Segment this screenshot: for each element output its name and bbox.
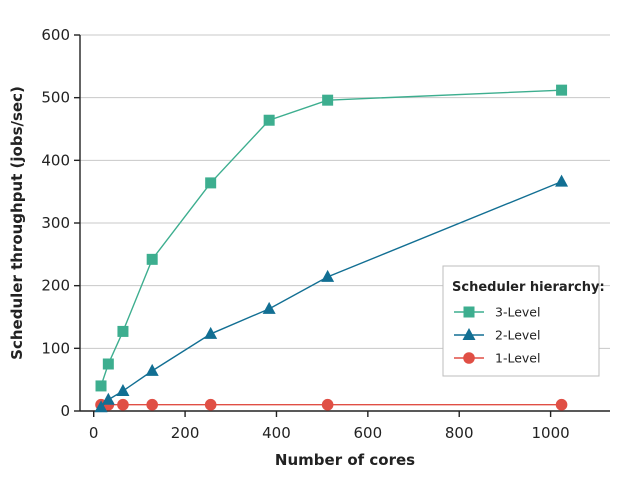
y-tick-label: 200: [41, 277, 70, 295]
legend-item-1-level: 1-Level: [454, 351, 540, 366]
series-1-level: [95, 398, 568, 411]
series-2-level: [94, 174, 569, 413]
x-tick-label: 600: [354, 424, 383, 442]
y-ticks: 0 100 200 300 400 500 600: [41, 26, 80, 420]
series-3-level: [95, 84, 568, 392]
legend-label-3-level: 3-Level: [495, 305, 540, 320]
x-axis-title: Number of cores: [275, 451, 415, 469]
data-point-3-level: [556, 84, 568, 96]
x-tick-label: 0: [89, 424, 99, 442]
y-tick-label: 100: [41, 339, 70, 357]
data-point-3-level: [263, 114, 275, 126]
data-point-2-level: [555, 174, 569, 187]
y-tick-label: 600: [41, 26, 70, 44]
y-tick-label: 0: [60, 402, 70, 420]
legend-label-1-level: 1-Level: [495, 351, 540, 366]
data-point-1-level: [117, 398, 129, 411]
data-point-3-level: [205, 177, 217, 189]
x-tick-label: 800: [445, 424, 474, 442]
legend: Scheduler hierarchy: 3-Level 2-Level 1-Lev…: [442, 265, 605, 377]
legend-marker-3-level: [463, 306, 475, 318]
series-layer: [94, 84, 569, 413]
legend-marker-2-level: [462, 328, 476, 340]
legend-item-3-level: 3-Level: [454, 305, 540, 320]
legend-label-2-level: 2-Level: [495, 328, 540, 343]
legend-title: Scheduler hierarchy:: [452, 280, 605, 295]
data-point-1-level: [146, 398, 158, 411]
legend-items: 3-Level 2-Level 1-Level: [454, 305, 540, 366]
y-axis-title: Scheduler throughput (jobs/sec): [8, 86, 26, 360]
data-point-2-level: [94, 400, 108, 413]
y-tick-label: 300: [41, 214, 70, 232]
legend-item-2-level: 2-Level: [454, 328, 540, 343]
data-point-1-level: [555, 398, 568, 411]
data-point-1-level: [204, 398, 217, 411]
data-point-2-level: [204, 326, 218, 339]
x-tick-label: 1000: [532, 424, 570, 442]
y-tick-label: 400: [41, 151, 70, 169]
data-point-2-level: [321, 269, 335, 282]
x-ticks: 0 200 400 600 800 1000: [89, 411, 570, 442]
data-point-2-level: [116, 383, 130, 396]
x-tick-label: 200: [171, 424, 200, 442]
data-point-2-level: [101, 392, 115, 405]
data-point-2-level: [262, 301, 276, 314]
data-point-3-level: [117, 325, 129, 337]
data-point-1-level: [321, 398, 334, 411]
legend-marker-1-level: [463, 352, 475, 364]
data-point-3-level: [95, 380, 107, 392]
data-point-3-level: [146, 253, 158, 265]
data-point-2-level: [145, 363, 159, 376]
x-tick-label: 400: [262, 424, 291, 442]
data-point-3-level: [322, 94, 334, 106]
data-point-3-level: [102, 358, 114, 370]
y-tick-label: 500: [41, 89, 70, 107]
